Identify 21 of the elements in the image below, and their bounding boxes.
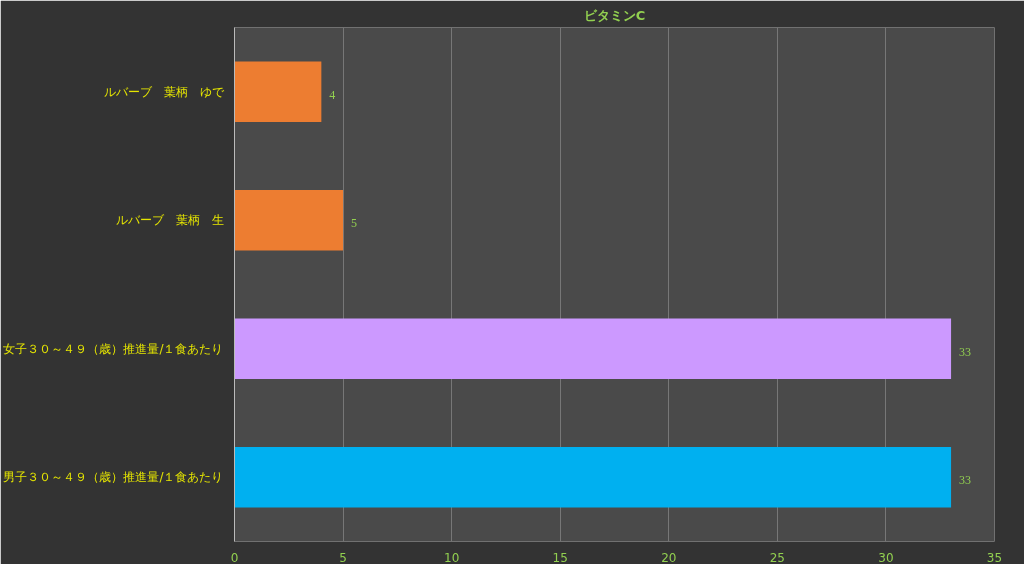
x-tick-label: 25 <box>769 550 785 564</box>
bar <box>234 447 952 508</box>
x-tick-label: 0 <box>230 550 239 564</box>
bar <box>234 190 344 251</box>
data-label: 33 <box>959 344 972 359</box>
data-label: 4 <box>329 87 336 102</box>
x-tick-label: 5 <box>339 550 347 564</box>
data-label: 5 <box>351 216 358 231</box>
x-tick-label: 35 <box>986 550 1003 564</box>
y-tick-label: ルバーブ 葉柄 生 <box>115 213 224 228</box>
data-label: 33 <box>959 473 972 488</box>
bar <box>234 318 952 379</box>
x-tick-label: 20 <box>661 550 677 564</box>
x-tick-label: 10 <box>444 550 460 564</box>
x-tick-label: 30 <box>878 550 894 564</box>
y-tick-label: ルバーブ 葉柄 ゆで <box>103 84 225 99</box>
y-tick-label: 男子３０～４９（歳）推進量/１食あたり <box>3 470 224 485</box>
x-tick-label: 15 <box>552 550 568 564</box>
bar <box>234 61 322 122</box>
chart-title: ビタミンC <box>583 7 646 23</box>
y-tick-label: 女子３０～４９（歳）推進量/１食あたり <box>3 341 224 356</box>
